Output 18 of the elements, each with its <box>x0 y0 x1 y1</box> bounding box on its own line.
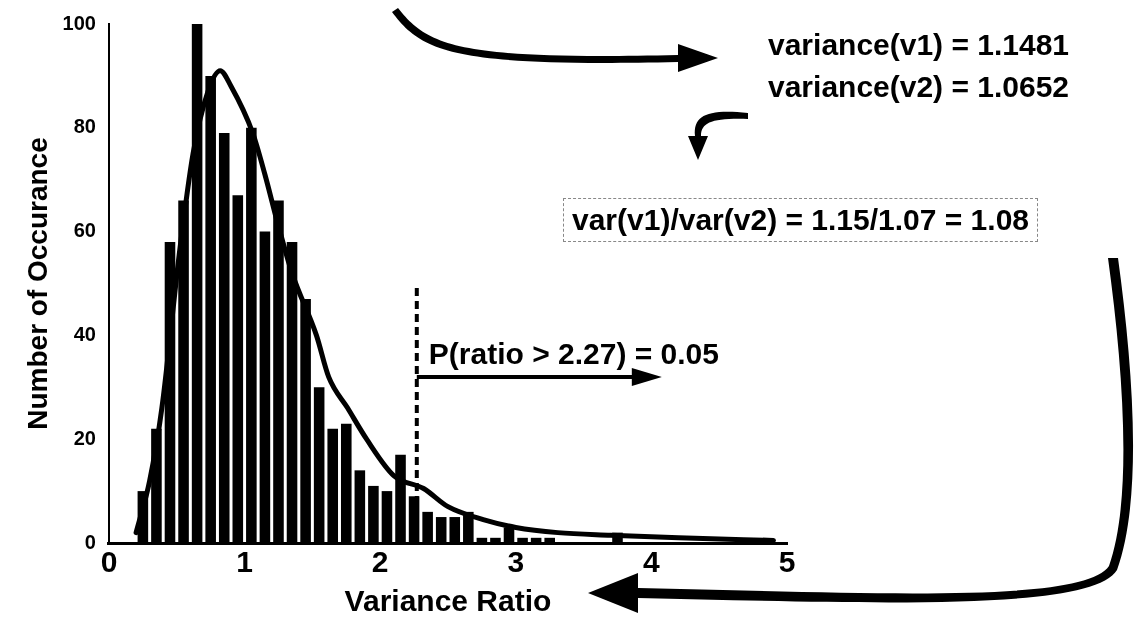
annotation: variance(v2) = 1.0652 <box>768 70 1070 104</box>
y-tick-label: 40 <box>73 322 96 345</box>
x-tick-label: 5 <box>778 545 796 579</box>
x-tick-label: 0 <box>100 545 118 579</box>
x-tick-label: 4 <box>643 545 661 579</box>
y-tick-label: 100 <box>62 11 96 34</box>
x-axis-title: Variance Ratio <box>344 584 552 618</box>
x-tick-label: 2 <box>371 545 389 579</box>
y-tick-label: 0 <box>84 530 96 553</box>
x-tick-label: 3 <box>507 545 525 579</box>
ref-line-label: P(ratio > 2.27) = 0.05 <box>428 337 719 371</box>
y-tick-label: 80 <box>73 115 96 138</box>
annotation: variance(v1) = 1.1481 <box>768 28 1070 62</box>
y-tick-label: 20 <box>73 426 96 449</box>
x-tick-label: 1 <box>236 545 253 579</box>
y-tick-label: 60 <box>73 219 96 242</box>
annotation: var(v1)/var(v2) = 1.15/1.07 = 1.08 <box>563 198 1039 242</box>
y-axis-title: Number of Occurance <box>21 137 53 430</box>
